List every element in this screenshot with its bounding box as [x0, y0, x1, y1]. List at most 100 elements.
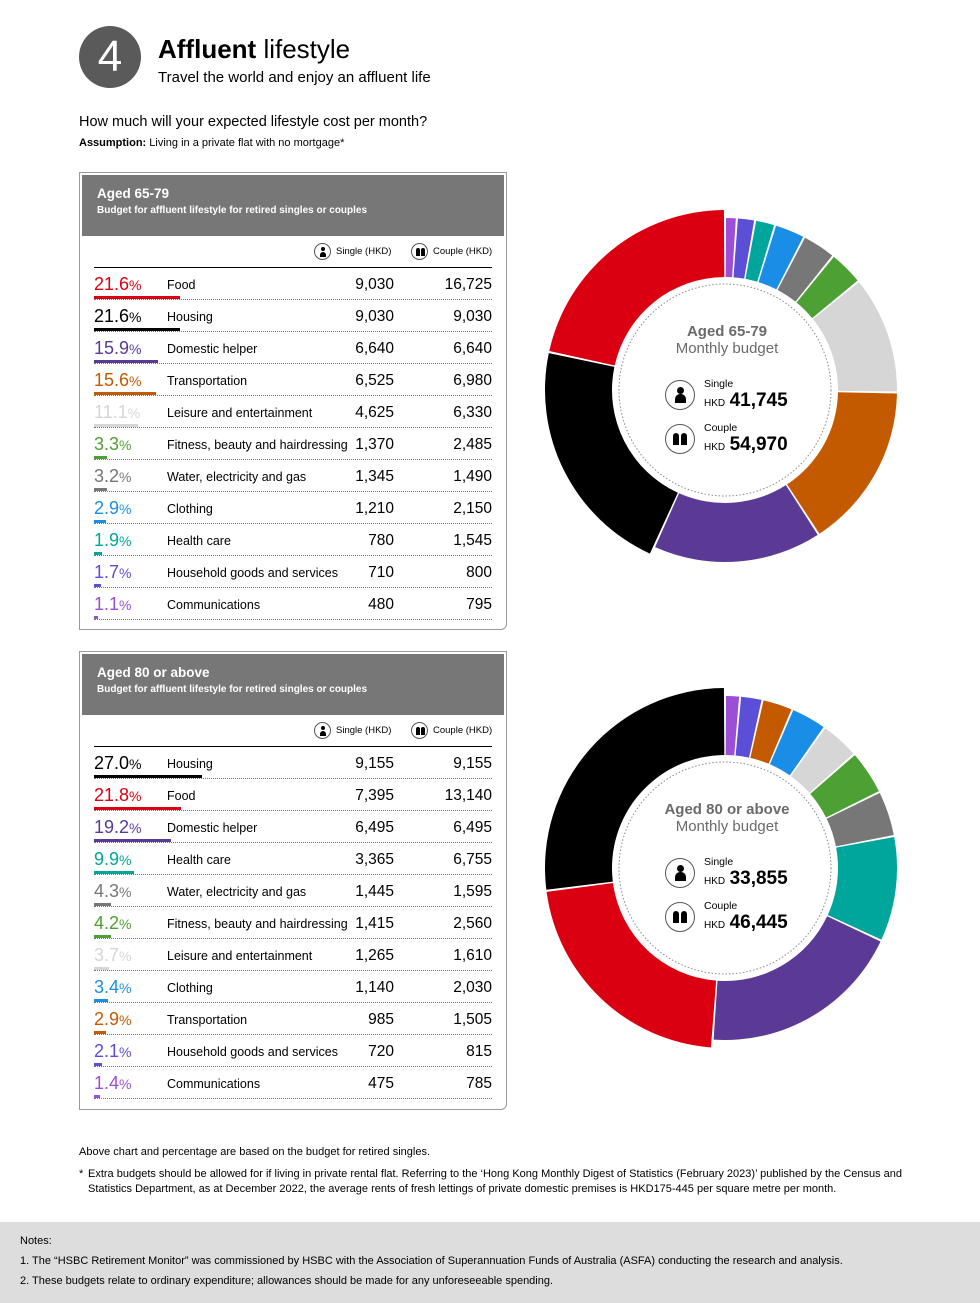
percentage-value: 1.1: [94, 594, 120, 614]
percent-sign: %: [119, 597, 132, 613]
donut-slice-leisure-and-entertainment: [813, 282, 897, 392]
row-couple-value: 2,030: [453, 979, 492, 996]
table-subtitle: Budget for affluent lifestyle for retire…: [97, 205, 368, 216]
row-couple-value: 16,725: [444, 276, 492, 293]
row-percentage: 11.1%: [94, 402, 140, 423]
percentage-value: 2.9: [94, 1009, 120, 1029]
percentage-bar: [94, 1095, 100, 1098]
couple-budget-65-79: Couple HKD 54,970: [665, 422, 788, 456]
row-category: Domestic helper: [167, 821, 258, 835]
column-header-couple: Couple (HKD): [411, 243, 492, 260]
row-category: Communications: [167, 1077, 261, 1091]
donut-slice-fitness-beauty-and-hairdressing: [810, 755, 879, 818]
percent-sign: %: [119, 437, 132, 453]
row-couple-value: 6,640: [453, 340, 492, 357]
single-person-icon: [665, 858, 695, 888]
row-couple-value: 815: [466, 1043, 492, 1060]
footnote-chart-basis: Above chart and percentage are based on …: [79, 1146, 431, 1158]
percent-sign: %: [129, 756, 142, 772]
row-single-value: 6,495: [355, 819, 394, 836]
row-percentage: 15.6%: [94, 370, 142, 391]
currency-label: HKD: [704, 920, 726, 931]
percent-sign: %: [119, 533, 132, 549]
table-row: 9.9% Health care 3,365 6,755: [94, 843, 492, 875]
percentage-bar: [94, 584, 101, 587]
column-header-single-label: Single (HKD): [336, 246, 392, 257]
row-couple-value: 6,980: [453, 372, 492, 389]
row-single-value: 4,625: [355, 404, 394, 421]
row-couple-value: 1,505: [453, 1011, 492, 1028]
donut-inner-dotted-ring: [618, 283, 832, 497]
couple-label: Couple: [704, 422, 738, 434]
notes-label: Notes:: [20, 1235, 52, 1247]
row-category: Water, electricity and gas: [167, 470, 307, 484]
percent-sign: %: [119, 948, 132, 964]
row-single-value: 9,155: [355, 755, 394, 772]
row-category: Housing: [167, 757, 213, 771]
row-percentage: 4.3%: [94, 881, 131, 902]
percentage-value: 21.6: [94, 306, 130, 326]
row-single-value: 1,265: [355, 947, 394, 964]
donut-slice-leisure-and-entertainment: [790, 728, 854, 793]
donut-center-65-79: Aged 65-79 Monthly budget: [627, 323, 827, 357]
donut-slice-housing: [545, 353, 678, 554]
footnote-rental-text: Extra budgets should be allowed for if l…: [88, 1168, 903, 1195]
row-percentage: 21.6%: [94, 274, 142, 295]
donut-center-subtitle: Monthly budget: [675, 340, 779, 357]
assumption-body: Living in a private flat with no mortgag…: [149, 137, 345, 149]
percentage-value: 21.8: [94, 785, 130, 805]
row-percentage: 2.1%: [94, 1041, 131, 1062]
column-header-single-label: Single (HKD): [336, 725, 392, 736]
budget-table-80-above: Aged 80 or above Budget for affluent lif…: [79, 651, 507, 1110]
row-single-value: 1,140: [355, 979, 394, 996]
donut-center-subtitle: Monthly budget: [675, 818, 779, 835]
table-header: Aged 80 or above Budget for affluent lif…: [82, 654, 504, 715]
row-category: Food: [167, 789, 196, 803]
row-couple-value: 800: [466, 564, 492, 581]
table-row: 21.8% Food 7,395 13,140: [94, 779, 492, 811]
column-header-single: Single (HKD): [314, 243, 391, 260]
column-header-single: Single (HKD): [314, 722, 391, 739]
row-single-value: 7,395: [355, 787, 394, 804]
couple-icon: [665, 902, 695, 932]
percentage-value: 15.9: [94, 338, 130, 358]
percent-sign: %: [129, 309, 142, 325]
header-divider: [94, 746, 492, 747]
couple-label: Couple: [704, 900, 738, 912]
single-person-icon: [314, 722, 331, 739]
donut-slice-communications: [725, 218, 736, 278]
donut-slice-domestic-helper: [655, 485, 818, 562]
percent-sign: %: [129, 820, 142, 836]
row-single-value: 480: [368, 596, 394, 613]
table-row: 15.9% Domestic helper 6,640 6,640: [94, 332, 492, 364]
row-category: Food: [167, 278, 196, 292]
row-couple-value: 6,495: [453, 819, 492, 836]
percentage-value: 3.4: [94, 977, 120, 997]
percent-sign: %: [119, 884, 132, 900]
column-headers: Single (HKD) Couple (HKD): [80, 243, 508, 263]
row-percentage: 3.2%: [94, 466, 131, 487]
section-title-bold: Affluent: [158, 34, 257, 64]
row-category: Domestic helper: [167, 342, 258, 356]
donut-slice-household-goods-and-services: [733, 218, 755, 279]
row-couple-value: 6,755: [453, 851, 492, 868]
donut-slice-household-goods-and-services: [735, 696, 762, 758]
row-category: Leisure and entertainment: [167, 949, 313, 963]
percentage-value: 15.6: [94, 370, 130, 390]
couple-icon: [665, 424, 695, 454]
table-row: 15.6% Transportation 6,525 6,980: [94, 364, 492, 396]
row-single-value: 1,415: [355, 915, 394, 932]
percentage-bar: [94, 1031, 106, 1034]
row-category: Leisure and entertainment: [167, 406, 313, 420]
percent-sign: %: [119, 1012, 132, 1028]
percentage-bar: [94, 999, 108, 1002]
percentage-value: 3.7: [94, 945, 120, 965]
percentage-value: 11.1: [94, 402, 128, 422]
table-row: 1.9% Health care 780 1,545: [94, 524, 492, 556]
percentage-value: 19.2: [94, 817, 130, 837]
notes-panel: Notes: 1. The “HSBC Retirement Monitor” …: [0, 1222, 980, 1303]
percent-sign: %: [119, 1076, 132, 1092]
percent-sign: %: [119, 1044, 132, 1060]
donut-slice-fitness-beauty-and-hairdressing: [796, 256, 858, 319]
row-percentage: 15.9%: [94, 338, 142, 359]
